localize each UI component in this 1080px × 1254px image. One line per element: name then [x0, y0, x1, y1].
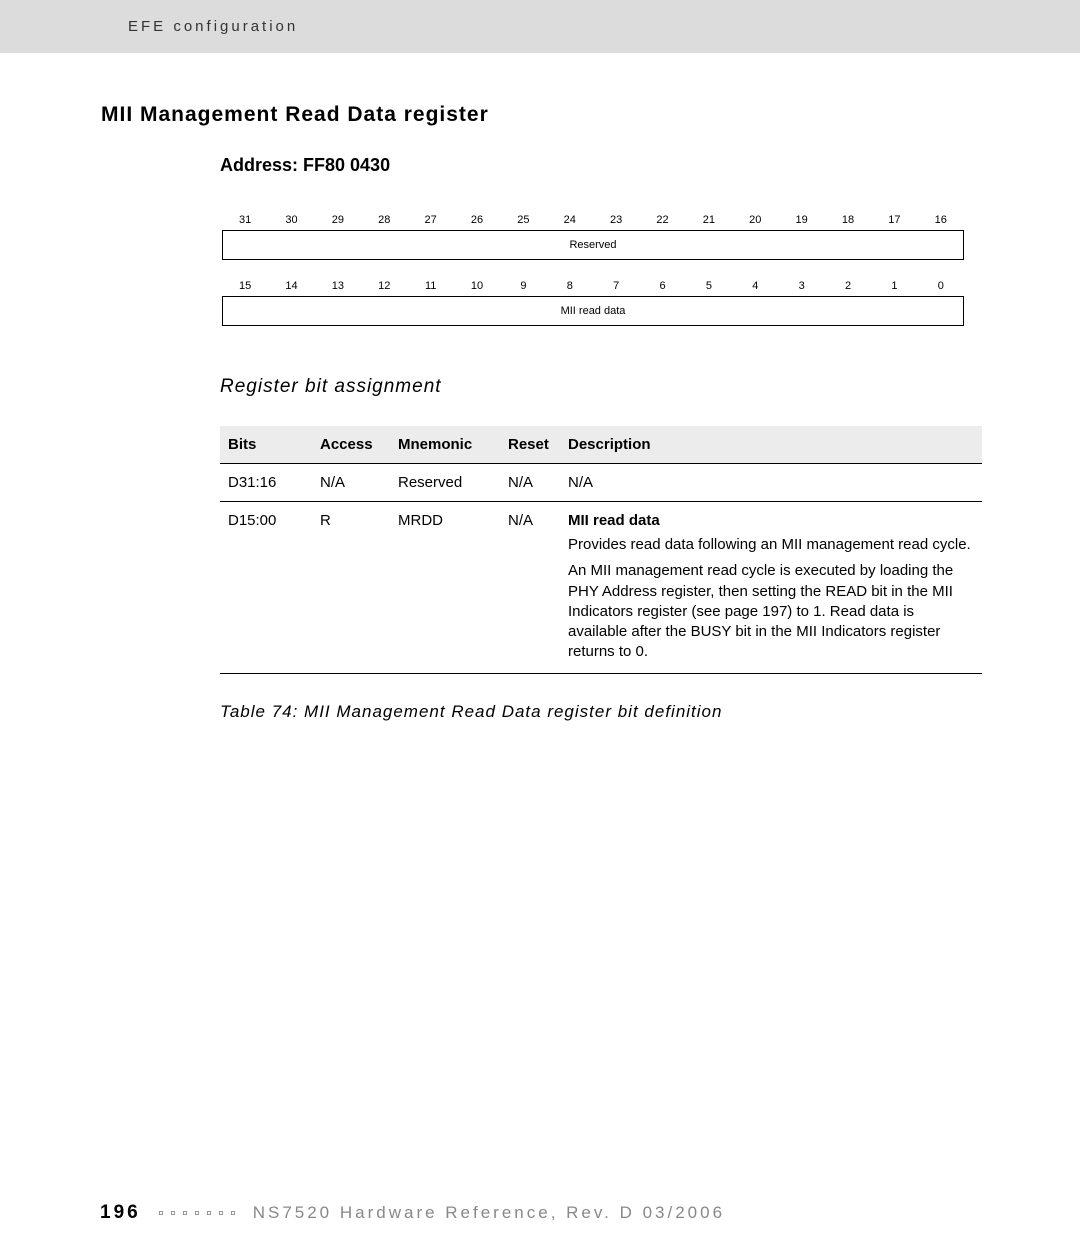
footer-dots-icon	[159, 1211, 235, 1215]
bit-field-mii-read-data: MII read data	[222, 296, 964, 326]
bit-num: 7	[593, 280, 639, 296]
page-number: 196	[100, 1202, 141, 1224]
bit-num: 25	[500, 214, 546, 230]
bit-num: 13	[315, 280, 361, 296]
td-mnemonic: Reserved	[390, 464, 500, 502]
footer-reference-text: NS7520 Hardware Reference, Rev. D 03/200…	[253, 1203, 725, 1223]
td-mnemonic: MRDD	[390, 502, 500, 674]
bit-num: 27	[408, 214, 454, 230]
bit-num: 4	[732, 280, 778, 296]
bit-num: 19	[779, 214, 825, 230]
bit-num: 5	[686, 280, 732, 296]
bit-num: 2	[825, 280, 871, 296]
bit-num: 14	[268, 280, 314, 296]
bit-num: 22	[639, 214, 685, 230]
desc-title: MII read data	[568, 512, 974, 529]
table-row: D15:00 R MRDD N/A MII read data Provides…	[220, 502, 982, 674]
table-caption: Table 74: MII Management Read Data regis…	[220, 702, 980, 722]
desc-paragraph: Provides read data following an MII mana…	[568, 535, 974, 555]
bit-num: 16	[918, 214, 964, 230]
bit-num: 8	[547, 280, 593, 296]
td-description: N/A	[560, 464, 982, 502]
td-access: N/A	[312, 464, 390, 502]
table-row: D31:16 N/A Reserved N/A N/A	[220, 464, 982, 502]
th-access: Access	[312, 426, 390, 464]
bit-num: 24	[547, 214, 593, 230]
bit-num: 18	[825, 214, 871, 230]
register-bit-table: Bits Access Mnemonic Reset Description D…	[220, 426, 982, 674]
bit-num: 26	[454, 214, 500, 230]
bit-num: 11	[408, 280, 454, 296]
bit-num: 20	[732, 214, 778, 230]
bit-num: 9	[500, 280, 546, 296]
td-bits: D31:16	[220, 464, 312, 502]
bit-field-reserved: Reserved	[222, 230, 964, 260]
bit-num: 1	[871, 280, 917, 296]
header-breadcrumb: EFE configuration	[0, 0, 1080, 53]
td-description: MII read data Provides read data followi…	[560, 502, 982, 674]
bit-num: 6	[639, 280, 685, 296]
bit-num: 10	[454, 280, 500, 296]
bit-num: 15	[222, 280, 268, 296]
page-footer: 196 NS7520 Hardware Reference, Rev. D 03…	[100, 1202, 980, 1224]
bit-row-numbers-high: 31 30 29 28 27 26 25 24 23 22 21 20 19 1…	[222, 214, 964, 230]
bit-num: 3	[779, 280, 825, 296]
page-content: MII Management Read Data register Addres…	[0, 53, 1080, 722]
bit-num: 31	[222, 214, 268, 230]
bit-num: 12	[361, 280, 407, 296]
table-header-row: Bits Access Mnemonic Reset Description	[220, 426, 982, 464]
bit-diagram: 31 30 29 28 27 26 25 24 23 22 21 20 19 1…	[222, 214, 980, 326]
th-reset: Reset	[500, 426, 560, 464]
bit-num: 0	[918, 280, 964, 296]
bit-num: 21	[686, 214, 732, 230]
td-reset: N/A	[500, 464, 560, 502]
td-bits: D15:00	[220, 502, 312, 674]
register-address: Address: FF80 0430	[220, 155, 980, 176]
td-reset: N/A	[500, 502, 560, 674]
bit-num: 29	[315, 214, 361, 230]
section-title: MII Management Read Data register	[101, 103, 980, 127]
desc-paragraph: An MII management read cycle is executed…	[568, 561, 974, 662]
bit-num: 23	[593, 214, 639, 230]
th-description: Description	[560, 426, 982, 464]
bit-row-numbers-low: 15 14 13 12 11 10 9 8 7 6 5 4 3 2 1 0	[222, 280, 964, 296]
td-access: R	[312, 502, 390, 674]
th-mnemonic: Mnemonic	[390, 426, 500, 464]
subsection-title: Register bit assignment	[220, 376, 980, 398]
bit-num: 28	[361, 214, 407, 230]
th-bits: Bits	[220, 426, 312, 464]
bit-num: 17	[871, 214, 917, 230]
bit-num: 30	[268, 214, 314, 230]
